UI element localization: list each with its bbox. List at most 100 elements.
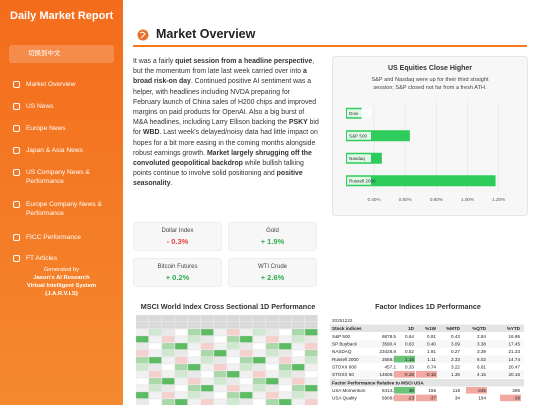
heatmap-cell	[226, 321, 240, 329]
heatmap-cell	[213, 349, 227, 357]
language-button[interactable]: 切换到中文	[9, 45, 114, 63]
page-title: Market Overview	[156, 27, 256, 41]
nav-item[interactable]: FT Articles	[13, 254, 118, 263]
heatmap-cell	[226, 315, 240, 322]
heatmap-cell	[239, 391, 253, 399]
globe-icon	[137, 29, 149, 41]
table-cell: 1.91	[427, 349, 436, 354]
nav-item[interactable]: Europe News	[13, 124, 118, 133]
heatmap-cell	[265, 321, 279, 329]
heatmap-cell	[226, 349, 240, 357]
nav-label: Market Overview	[26, 81, 76, 88]
table-cell: 6.02	[477, 357, 486, 362]
heatmap-cell	[304, 377, 318, 385]
msci-title: MSCI World Index Cross Sectional 1D Perf…	[140, 302, 316, 311]
heatmap-cell	[265, 363, 279, 371]
table-cell: NASDAQ	[332, 349, 352, 354]
heatmap-cell	[148, 370, 162, 378]
heatmap-cell	[187, 356, 201, 364]
table-cell: 1D	[408, 326, 415, 331]
table-cell: 14.74	[509, 357, 521, 362]
nav-item[interactable]: Market Overview	[13, 80, 118, 89]
table-cell: 6.61	[477, 364, 486, 369]
chart: US Equities Close Higher S&P and Nasdaq …	[332, 56, 528, 216]
heatmap-cell	[136, 342, 149, 350]
table-cell: 3.09	[451, 342, 460, 347]
heatmap-cell	[213, 356, 227, 364]
footer: Generated by Jason's AI Research Virtual I…	[0, 266, 123, 298]
heatmap-cell	[148, 342, 162, 350]
category-label-bg	[347, 176, 371, 185]
heatmap-cell	[291, 315, 305, 322]
nav-label: FT Articles	[26, 255, 58, 262]
text-run: . Last week's delayed/noisy data had lit…	[133, 129, 318, 157]
heatmap-cell	[213, 363, 227, 371]
metric-value: - 0.3%	[166, 237, 189, 246]
heatmap-cell	[200, 315, 214, 322]
heatmap-cell	[213, 370, 227, 378]
table-date: 20251222	[332, 318, 353, 323]
nav-item[interactable]: US News	[13, 102, 118, 111]
table-cell: 4.15	[477, 372, 486, 377]
text-run: WBD	[142, 129, 160, 137]
heatmap-cell	[239, 315, 253, 322]
heatmap-cell	[252, 349, 266, 357]
heatmap-cell	[200, 384, 214, 392]
metric-card: Bitcoin Futures + 0.2%	[133, 258, 222, 287]
heatmap-cell	[148, 315, 162, 322]
bar	[346, 130, 410, 142]
table-cell: %QTD	[472, 326, 486, 331]
heatmap-cell	[174, 377, 188, 385]
heatmap-cell	[278, 391, 292, 399]
heatmap-cell	[213, 335, 227, 343]
table-cell: 1.11	[427, 357, 436, 362]
heatmap-cell	[239, 335, 253, 343]
heatmap-cell	[252, 335, 266, 343]
heatmap-cell	[304, 370, 318, 378]
nav-item[interactable]: Europe Company News & Performance	[13, 200, 118, 218]
heatmap-cell	[265, 398, 279, 405]
cell-bg	[394, 387, 415, 394]
heatmap-cell	[252, 315, 266, 322]
heatmap-cell	[136, 328, 149, 336]
nav-label: Japan & Asia News	[26, 147, 83, 154]
table-cell: 34	[455, 396, 461, 401]
metric-value: + 2.6%	[260, 273, 285, 282]
table-cell: 6878.5	[382, 334, 396, 339]
heatmap-cell	[174, 370, 188, 378]
nav-label: Europe Company News & Performance	[26, 201, 102, 217]
table-cell: Stock indices	[332, 326, 362, 331]
heatmap-cell	[200, 363, 214, 371]
heatmap-cell	[148, 349, 162, 357]
table-cell: USA Momentum	[332, 388, 366, 393]
heatmap-cell	[161, 321, 175, 329]
nav-item[interactable]: Japan & Asia News	[13, 146, 118, 155]
heatmap-cell	[161, 391, 175, 399]
table-cell: 23428.8	[379, 349, 396, 354]
heatmap-cell	[200, 349, 214, 357]
text-run: a broad risk-on day	[133, 68, 307, 86]
heatmap-cell	[136, 384, 149, 392]
table-cell: 14806.5	[379, 372, 396, 377]
section-bg	[330, 379, 524, 387]
metric-value: + 1.9%	[260, 237, 285, 246]
text-run: positive seasonality	[133, 170, 303, 188]
table-cell: 0.64	[405, 334, 414, 339]
nav-item[interactable]: US Company News & Performance	[13, 168, 118, 186]
table-cell: 156	[428, 388, 436, 393]
nav-item[interactable]: FICC Performance	[13, 233, 118, 242]
metric-label: Dollar Index	[161, 228, 194, 234]
heatmap-cell	[213, 342, 227, 350]
metric-label: Gold	[266, 228, 279, 234]
heatmap-cell	[278, 370, 292, 378]
x-tick-label: 0.60%	[399, 197, 412, 202]
table-section: Factor Performance Relative to MSCI USA	[332, 381, 424, 386]
heatmap-cell	[239, 321, 253, 329]
heatmap-cell	[304, 363, 318, 371]
text-run: .	[170, 180, 173, 188]
heatmap-cell	[148, 398, 162, 405]
heatmap-cell	[239, 377, 253, 385]
x-tick-label: 1.20%	[492, 197, 505, 202]
heatmap-cell	[291, 398, 305, 405]
